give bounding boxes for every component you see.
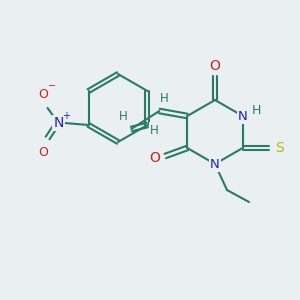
Text: H: H (252, 104, 261, 118)
Text: O: O (149, 151, 160, 165)
Text: S: S (275, 141, 284, 155)
Text: O: O (39, 88, 49, 100)
Text: N: N (53, 116, 64, 130)
Text: N: N (238, 110, 247, 122)
Text: H: H (160, 92, 169, 104)
Text: H: H (150, 124, 159, 136)
Text: H: H (119, 110, 128, 124)
Text: +: + (61, 111, 70, 121)
Text: −: − (47, 81, 56, 91)
Text: N: N (210, 158, 220, 170)
Text: O: O (210, 59, 220, 73)
Text: O: O (39, 146, 49, 158)
